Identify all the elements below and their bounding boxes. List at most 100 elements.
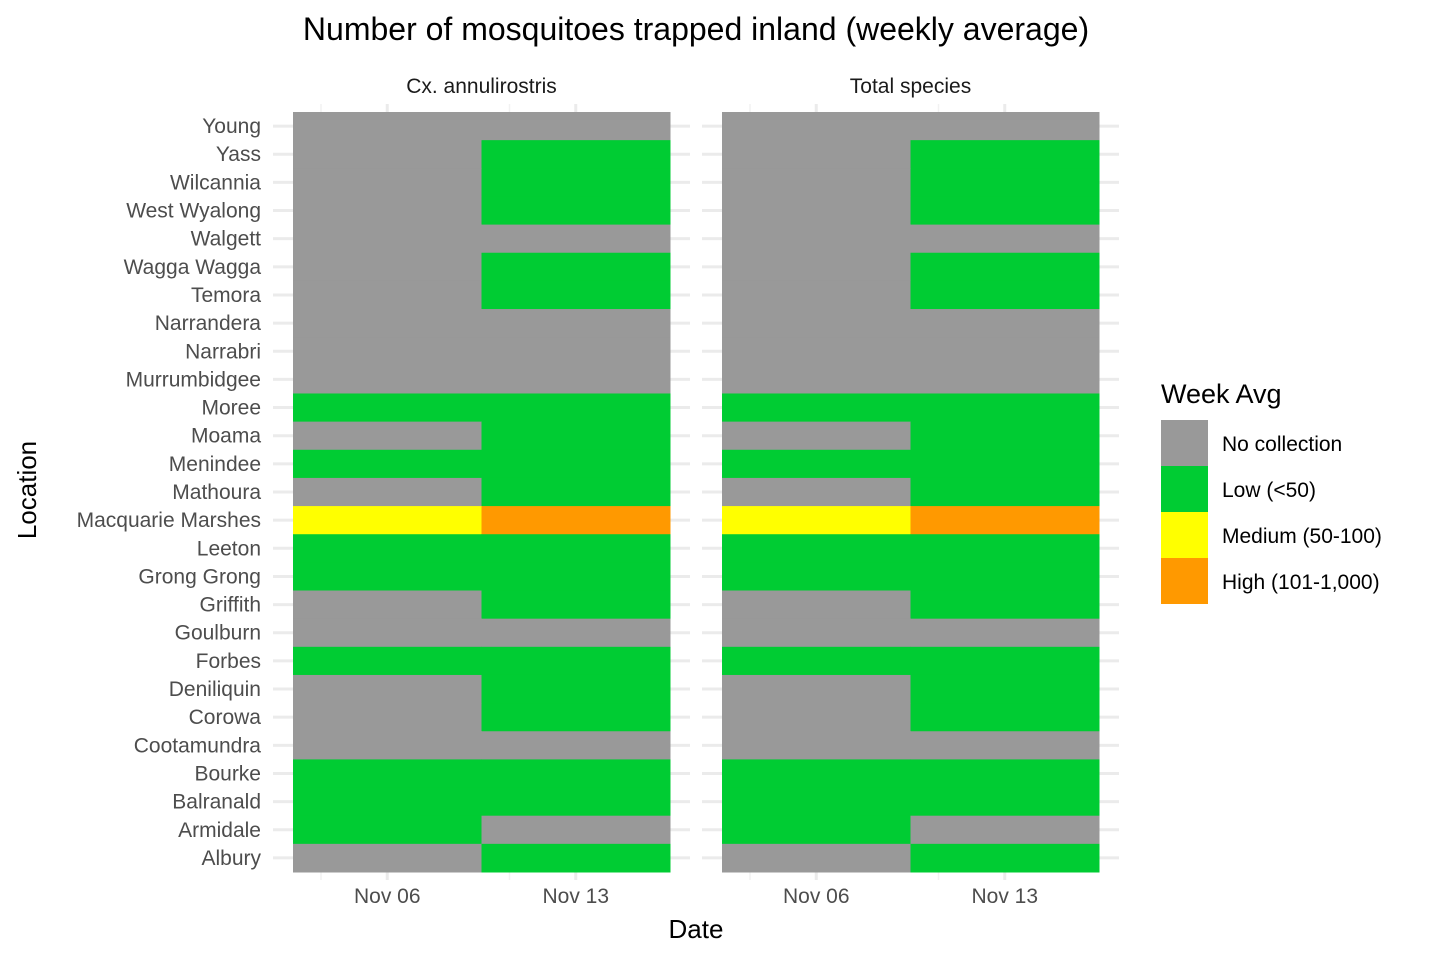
heatmap-tile — [910, 477, 1100, 507]
y-tick-label: Leeton — [197, 537, 261, 560]
heatmap-tile — [910, 506, 1100, 535]
heatmap-tile — [722, 337, 911, 366]
facet-label: Cx. annulirostris — [406, 75, 557, 98]
heatmap-tile — [910, 787, 1100, 817]
heatmap-tile — [481, 646, 671, 676]
heatmap-tile — [293, 562, 482, 592]
heatmap-tile — [722, 731, 911, 760]
y-tick-label: West Wyalong — [126, 200, 261, 223]
heatmap-tile — [481, 562, 671, 592]
chart-title: Number of mosquitoes trapped inland (wee… — [303, 11, 1089, 47]
heatmap-tile — [293, 393, 482, 423]
heatmap-tile — [722, 646, 911, 676]
heatmap-tile — [722, 534, 911, 563]
legend: Week Avg No collection Low (<50) Medium (50… — [1161, 379, 1382, 604]
heatmap-tile — [293, 477, 482, 507]
legend-label: Medium (50-100) — [1222, 525, 1382, 548]
heatmap-tile — [910, 309, 1100, 338]
heatmap-tile — [481, 477, 671, 507]
legend-label: High (101-1,000) — [1222, 571, 1380, 594]
heatmap-tile — [481, 112, 671, 141]
heatmap-tile — [481, 703, 671, 732]
heatmap-tile — [481, 309, 671, 338]
heatmap-tile — [722, 815, 911, 845]
legend-label: Low (<50) — [1222, 479, 1316, 502]
heatmap-tile — [481, 196, 671, 226]
heatmap-tile — [481, 590, 671, 620]
heatmap-tile — [910, 534, 1100, 563]
y-tick-label: Goulburn — [175, 622, 261, 645]
heatmap-tile — [722, 196, 911, 226]
heatmap-tile — [293, 534, 482, 563]
x-tick-label: Nov 13 — [971, 885, 1038, 908]
heatmap-tile — [293, 112, 482, 141]
heatmap-tile — [722, 168, 911, 197]
y-tick-label: Armidale — [178, 819, 261, 842]
heatmap-tile — [481, 449, 671, 479]
heatmap-tile — [722, 843, 911, 873]
y-tick-label: Temora — [191, 284, 261, 307]
y-axis-title: Location — [12, 441, 42, 539]
y-tick-label: Narrabri — [185, 340, 261, 363]
facet-label: Total species — [850, 75, 971, 98]
y-tick-label: Macquarie Marshes — [77, 509, 261, 532]
heatmap-tile — [910, 562, 1100, 592]
heatmap-tile — [910, 590, 1100, 620]
heatmap-tile — [910, 646, 1100, 676]
y-tick-label: Albury — [201, 847, 261, 870]
heatmap-tile — [293, 703, 482, 732]
heatmap-tile — [722, 506, 911, 535]
heatmap-tile — [481, 337, 671, 366]
heatmap-tile — [722, 393, 911, 423]
heatmap-tile — [293, 843, 482, 873]
y-axis-labels: Young Yass Wilcannia West Wyalong Walgett Wag… — [77, 115, 262, 870]
y-tick-label: Griffith — [200, 594, 261, 617]
heatmap-tile — [481, 674, 671, 704]
heatmap-tile — [722, 112, 911, 141]
heatmap-tile — [910, 337, 1100, 366]
y-tick-label: Wagga Wagga — [124, 256, 262, 279]
y-tick-label: Balranald — [172, 791, 261, 814]
heatmap-tile — [481, 506, 671, 535]
heatmap-tile — [722, 280, 911, 310]
heatmap-tile — [293, 168, 482, 197]
heatmap-tile — [481, 759, 671, 789]
heatmap-tile — [722, 252, 911, 282]
legend-key — [1161, 466, 1208, 512]
heatmap-tile — [722, 224, 911, 254]
heatmap-tile — [481, 393, 671, 423]
heatmap-tile — [722, 787, 911, 817]
heatmap-tile — [722, 674, 911, 704]
heatmap-tile — [293, 280, 482, 310]
heatmap-tile — [910, 168, 1100, 197]
heatmap-tile — [293, 140, 482, 169]
heatmap-tile — [293, 646, 482, 676]
heatmap-tile — [910, 759, 1100, 789]
x-tick-label: Nov 06 — [783, 885, 850, 908]
heatmap-tile — [910, 140, 1100, 169]
heatmap-tile — [910, 421, 1100, 451]
heatmap-tile — [481, 280, 671, 310]
y-tick-label: Moree — [201, 397, 261, 420]
y-tick-label: Deniliquin — [169, 678, 261, 701]
y-tick-label: Murrumbidgee — [126, 368, 261, 391]
y-tick-label: Mathoura — [172, 481, 261, 504]
heatmap-tile — [910, 449, 1100, 479]
heatmap-tile — [722, 618, 911, 648]
x-tick-label: Nov 13 — [542, 885, 609, 908]
y-tick-label: Walgett — [191, 228, 262, 251]
legend-key — [1161, 512, 1208, 558]
heatmap-tile — [293, 365, 482, 394]
heatmap-tile — [722, 309, 911, 338]
heatmap-tile — [910, 365, 1100, 394]
heatmap-tile — [910, 393, 1100, 423]
legend-key — [1161, 420, 1208, 466]
heatmap-tile — [293, 196, 482, 226]
heatmap-tile — [910, 731, 1100, 760]
heatmap-tile — [481, 618, 671, 648]
heatmap-tile — [910, 703, 1100, 732]
heatmap-tile — [481, 843, 671, 873]
heatmap-tile — [481, 815, 671, 845]
heatmap-tile — [481, 224, 671, 254]
